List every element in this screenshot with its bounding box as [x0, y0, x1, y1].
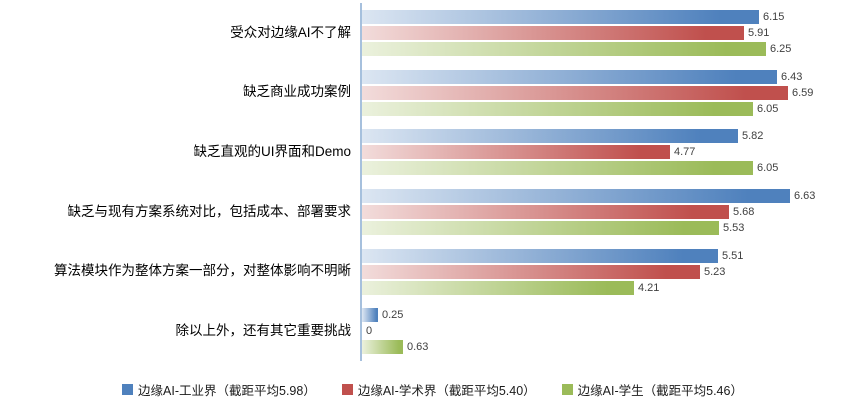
- bar-line: 5.51: [362, 248, 865, 263]
- chart-legend: 边缘AI-工业界（截距平均5.98） 边缘AI-学术界（截距平均5.40） 边缘AI…: [0, 380, 865, 399]
- bar: [362, 204, 729, 219]
- value-label: 6.25: [770, 42, 792, 55]
- bar-line: 5.91: [362, 25, 865, 40]
- chart-row: 缺乏直观的UI界面和Demo 5.82 4.77 6.05: [0, 122, 865, 183]
- value-label: 5.91: [748, 26, 770, 39]
- bar-line: 6.05: [362, 101, 865, 116]
- bar: [362, 25, 744, 40]
- bar-line: 6.25: [362, 41, 865, 56]
- value-label: 5.82: [742, 130, 764, 143]
- legend-label: 边缘AI-工业界（截距平均5.98）: [138, 384, 316, 398]
- bar-line: 5.23: [362, 264, 865, 279]
- value-label: 0.63: [407, 341, 429, 354]
- bar-line: 6.59: [362, 85, 865, 100]
- bar: [362, 264, 700, 279]
- bar: [362, 188, 790, 203]
- bar: [362, 129, 738, 144]
- bar-line: 4.77: [362, 145, 865, 160]
- category-label: 缺乏直观的UI界面和Demo: [193, 144, 351, 160]
- category-label: 除以上外，还有其它重要挑战: [175, 323, 352, 339]
- bar: [362, 69, 777, 84]
- bar: [362, 85, 788, 100]
- category-label: 算法模块作为整体方案一部分，对整体影响不明晰: [54, 263, 351, 279]
- legend-swatch: [561, 384, 573, 395]
- bar-line: 6.43: [362, 69, 865, 84]
- legend-label: 边缘AI-学生（截距平均5.46）: [577, 384, 743, 398]
- value-label: 5.68: [733, 205, 755, 218]
- chart-plot-area: 受众对边缘AI不了解 6.15 5.91 6.25 缺乏商业成功案例 6.43 6.59 6.…: [0, 3, 865, 362]
- value-label: 6.59: [792, 86, 814, 99]
- bar-line: 6.15: [362, 9, 865, 24]
- bar-line: 0: [362, 324, 865, 338]
- value-label: 4.77: [674, 146, 696, 159]
- bar: [362, 161, 753, 176]
- bars-group: 6.15 5.91 6.25: [360, 3, 865, 63]
- category-label: 缺乏与现有方案系统对比，包括成本、部署要求: [67, 203, 352, 219]
- bar: [362, 9, 759, 24]
- bars-group: 5.51 5.23 4.21: [360, 241, 865, 302]
- value-label: 0.25: [382, 309, 404, 322]
- legend-item: 边缘AI-学术界（截距平均5.40）: [341, 380, 536, 399]
- value-label: 6.15: [763, 10, 785, 23]
- bar: [362, 220, 719, 235]
- bar: [362, 101, 753, 116]
- bars-group: 0.25 0 0.63: [360, 301, 865, 362]
- bar: [362, 308, 378, 323]
- value-label: 5.23: [704, 265, 726, 278]
- chart-row: 缺乏商业成功案例 6.43 6.59 6.05: [0, 62, 865, 123]
- bar-line: 0.63: [362, 340, 865, 355]
- bar-line: 5.53: [362, 220, 865, 235]
- chart-row: 算法模块作为整体方案一部分，对整体影响不明晰 5.51 5.23 4.21: [0, 241, 865, 302]
- bars-group: 5.82 4.77 6.05: [360, 122, 865, 183]
- value-label: 6.43: [781, 70, 803, 83]
- category-label: 受众对边缘AI不了解: [230, 24, 351, 40]
- chart-row: 受众对边缘AI不了解 6.15 5.91 6.25: [0, 3, 865, 63]
- value-label: 4.21: [638, 281, 660, 294]
- legend-item: 边缘AI-学生（截距平均5.46）: [561, 380, 743, 399]
- value-label: 5.51: [722, 249, 744, 262]
- bar-line: 6.63: [362, 188, 865, 203]
- value-label: 6.63: [794, 189, 816, 202]
- bar-line: 5.68: [362, 204, 865, 219]
- chart-row: 除以上外，还有其它重要挑战 0.25 0 0.63: [0, 301, 865, 362]
- bar-line: 5.82: [362, 129, 865, 144]
- bar-line: 6.05: [362, 161, 865, 176]
- value-label: 6.05: [757, 162, 779, 175]
- bar: [362, 41, 766, 56]
- bars-group: 6.63 5.68 5.53: [360, 182, 865, 242]
- value-label: 5.53: [723, 221, 745, 234]
- bar: [362, 248, 718, 263]
- bar: [362, 145, 670, 160]
- legend-label: 边缘AI-学术界（截距平均5.40）: [357, 384, 536, 398]
- bar-line: 0.25: [362, 308, 865, 323]
- bar: [362, 280, 634, 295]
- category-label: 缺乏商业成功案例: [243, 84, 351, 100]
- value-label: 6.05: [757, 102, 779, 115]
- bar: [362, 340, 403, 355]
- legend-item: 边缘AI-工业界（截距平均5.98）: [122, 380, 316, 399]
- chart-row: 缺乏与现有方案系统对比，包括成本、部署要求 6.63 5.68 5.53: [0, 182, 865, 242]
- value-label: 0: [366, 325, 373, 338]
- legend-swatch: [122, 384, 134, 395]
- legend-swatch: [341, 384, 353, 395]
- bars-group: 6.43 6.59 6.05: [360, 62, 865, 123]
- bar-line: 4.21: [362, 280, 865, 295]
